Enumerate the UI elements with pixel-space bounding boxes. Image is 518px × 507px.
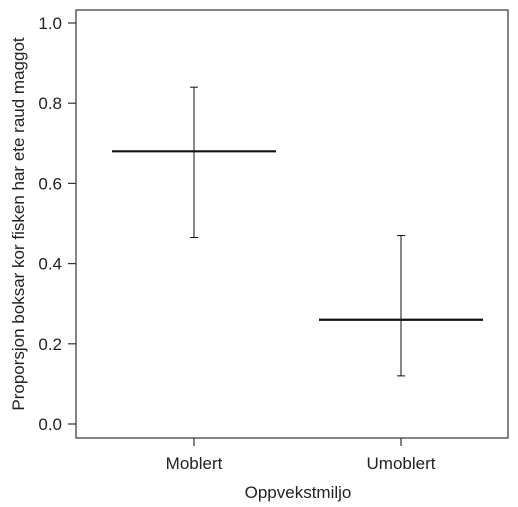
y-axis: 0.0 0.2 0.4 0.6 0.8 1.0: [38, 14, 76, 434]
x-tick-label: Moblert: [166, 454, 223, 473]
y-tick-label: 0.4: [38, 255, 62, 274]
y-axis-label: Proporsjon boksar kor fisken har ete rau…: [9, 37, 28, 411]
x-axis-label: Oppvekstmiljo: [245, 483, 352, 502]
y-tick-label: 0.8: [38, 94, 62, 113]
y-tick-label: 1.0: [38, 14, 62, 33]
plot-frame: [75, 9, 509, 439]
y-tick-label: 0.0: [38, 415, 62, 434]
y-tick-label: 0.2: [38, 335, 62, 354]
x-axis: Moblert Umoblert: [166, 438, 436, 473]
y-tick-label: 0.6: [38, 174, 62, 193]
marks: [112, 86, 483, 377]
x-tick-label: Umoblert: [367, 454, 436, 473]
